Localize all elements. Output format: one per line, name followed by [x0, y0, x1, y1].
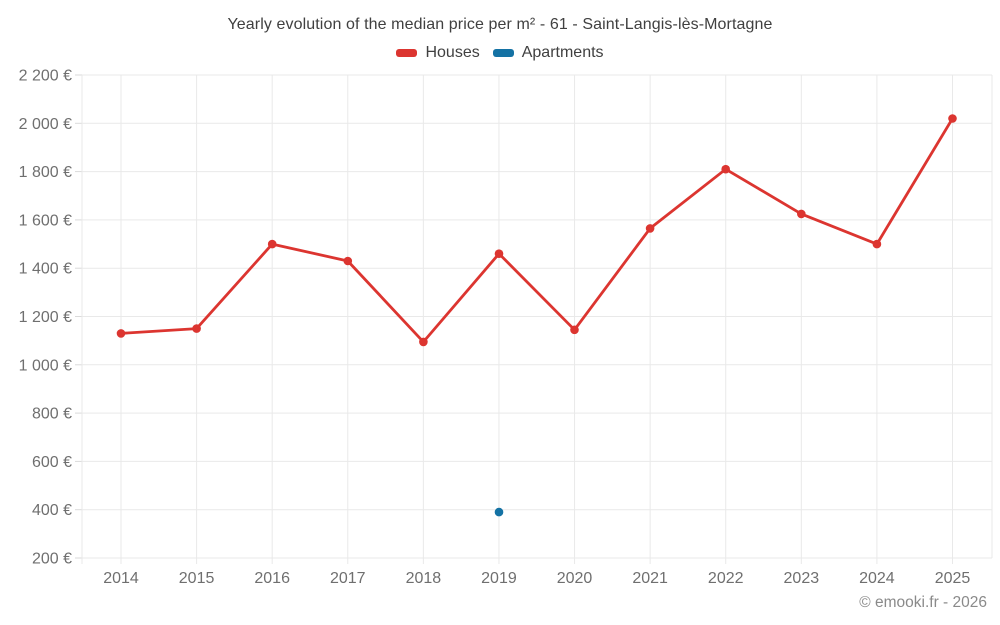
houses-series [116, 114, 957, 347]
y-tick-label: 1 200 € [19, 309, 72, 326]
houses-point-2017[interactable] [343, 256, 353, 266]
houses-point-2018[interactable] [419, 337, 428, 347]
y-tick-label: 1 800 € [19, 164, 72, 181]
apartments-series [494, 507, 504, 517]
houses-line [119, 117, 954, 344]
houses-point-2019[interactable] [494, 249, 504, 258]
apartments-legend-marker [492, 49, 514, 57]
x-tick-label: 2025 [935, 570, 971, 587]
x-tick-label: 2023 [784, 570, 820, 587]
legend: Houses Apartments [0, 44, 1000, 62]
houses-point-2015[interactable] [192, 324, 201, 333]
y-tick-label: 2 200 € [19, 68, 72, 85]
legend-item-houses[interactable]: Houses [396, 44, 480, 62]
chart-title: Yearly evolution of the median price per… [227, 16, 773, 33]
y-tick-label: 400 € [32, 502, 72, 519]
y-axis-labels: 200 € 400 € 600 € 800 € 1 000 € 1 200 € 1 400 … [19, 68, 72, 568]
houses-point-2023[interactable] [797, 209, 806, 219]
y-tick-label: 2 000 € [19, 116, 72, 133]
x-tick-label: 2024 [859, 570, 895, 587]
y-tick-label: 1 400 € [19, 261, 72, 278]
houses-point-2024[interactable] [872, 239, 882, 249]
x-tick-label: 2022 [708, 570, 744, 587]
x-tick-label: 2017 [330, 570, 366, 587]
y-tick-label: 1 600 € [19, 212, 72, 229]
houses-point-2025[interactable] [948, 114, 957, 123]
houses-point-2016[interactable] [267, 239, 277, 249]
x-tick-label: 2015 [179, 570, 215, 587]
houses-legend-label: Houses [425, 44, 480, 61]
x-axis-labels: 2014 2015 2016 2017 2018 2019 2020 2021 2022 2023… [103, 570, 970, 587]
copyright: © emooki.fr - 2026 [859, 594, 987, 611]
y-tick-label: 600 € [32, 454, 72, 471]
legend-item-apartments[interactable]: Apartments [492, 44, 604, 62]
y-tick-label: 800 € [32, 406, 72, 423]
x-tick-label: 2020 [557, 570, 593, 587]
grid [75, 74, 993, 564]
houses-legend-marker [396, 49, 418, 57]
houses-point-2020[interactable] [570, 325, 579, 335]
x-tick-label: 2019 [481, 570, 517, 587]
y-tick-label: 200 € [32, 551, 72, 568]
x-tick-label: 2018 [406, 570, 442, 587]
y-tick-label: 1 000 € [19, 357, 72, 374]
x-tick-label: 2016 [254, 570, 290, 587]
houses-point-2021[interactable] [645, 224, 655, 233]
apartments-legend-label: Apartments [521, 44, 604, 61]
x-tick-label: 2014 [103, 570, 139, 587]
x-tick-label: 2021 [632, 570, 668, 587]
houses-point-2022[interactable] [721, 164, 730, 174]
apartments-point-2019[interactable] [494, 507, 504, 517]
houses-point-2014[interactable] [116, 329, 126, 338]
